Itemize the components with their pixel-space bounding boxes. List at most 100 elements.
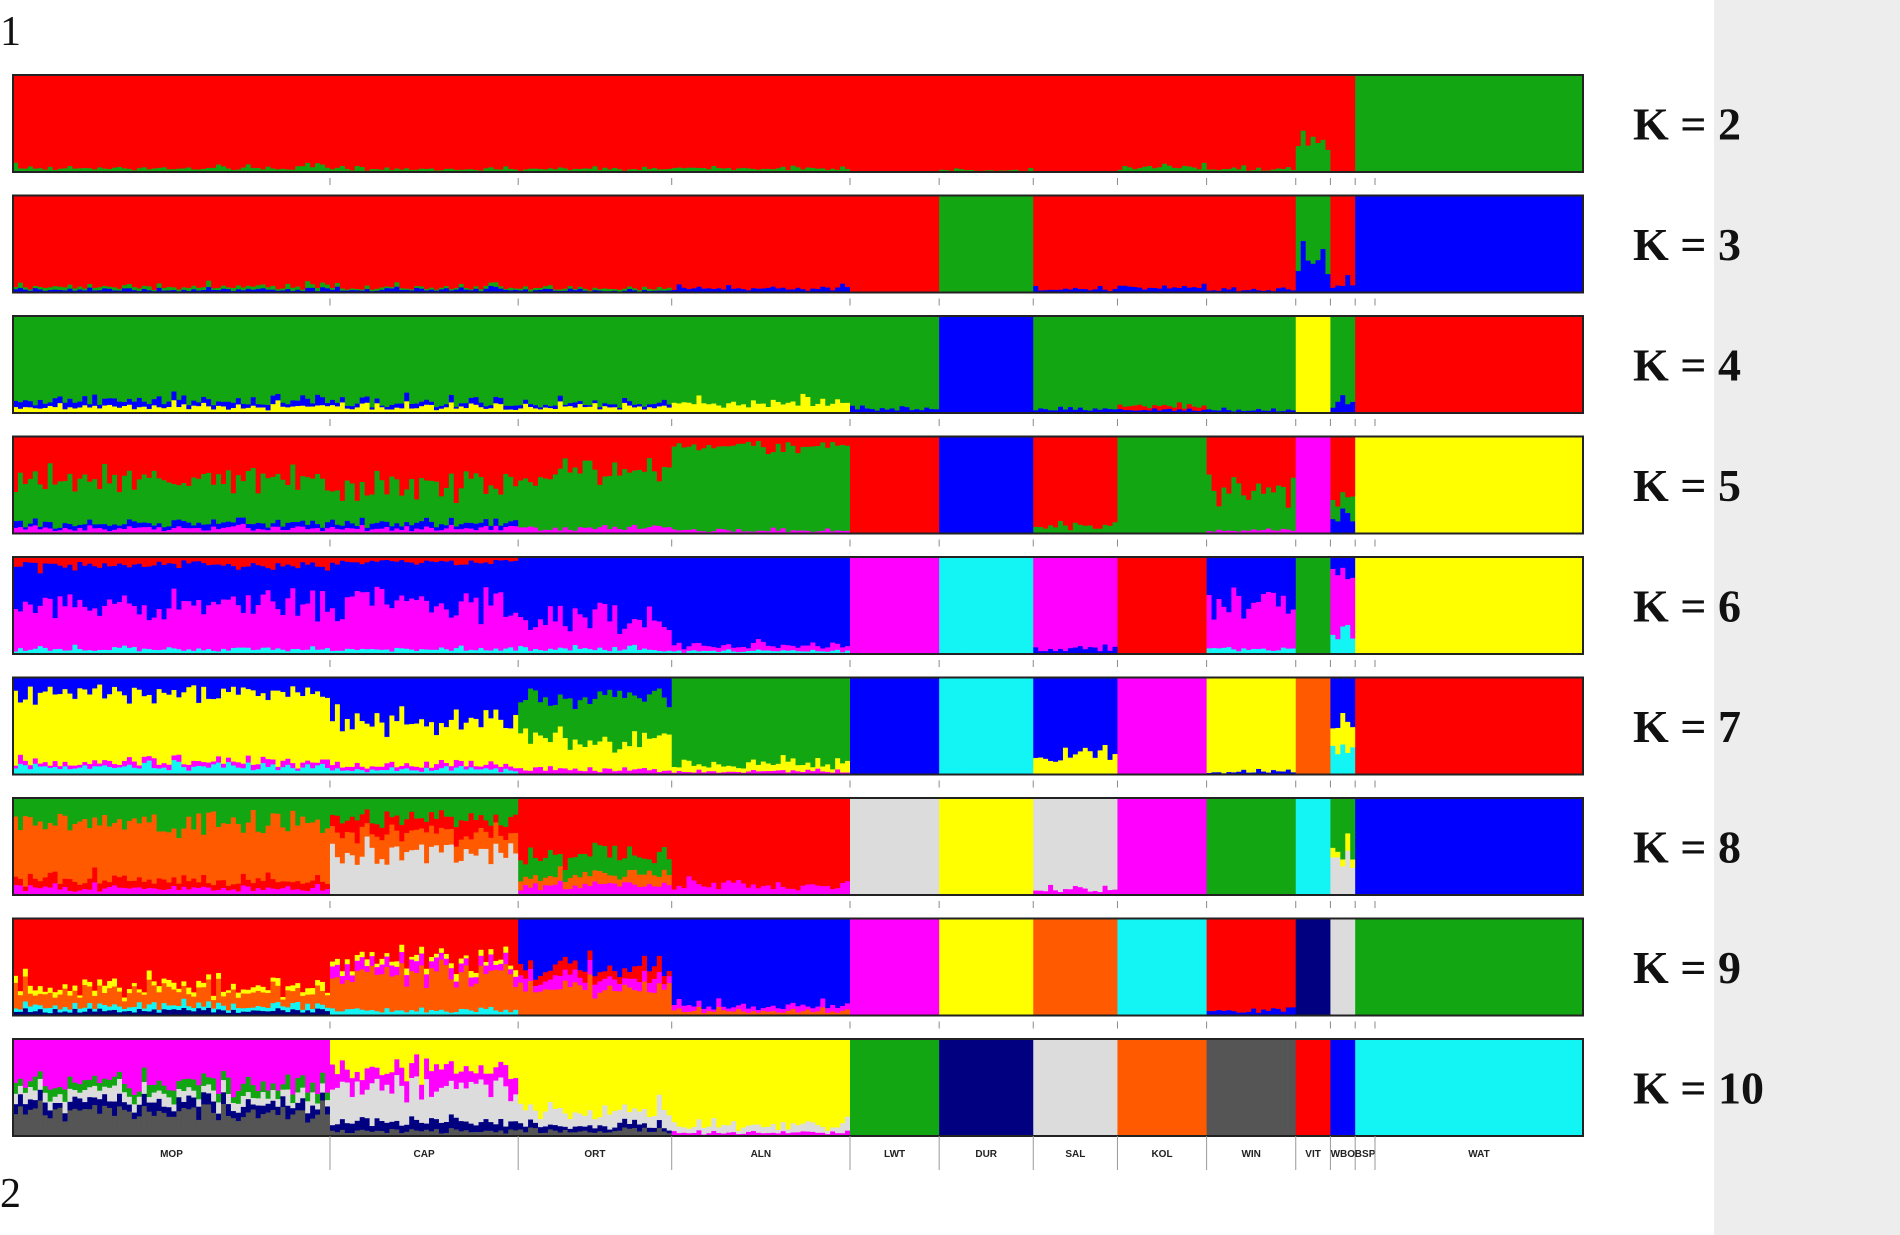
ancestry-segment [998,195,1005,293]
ancestry-segment [518,405,524,409]
ancestry-segment [235,569,242,606]
ancestry-segment [1107,557,1114,652]
ancestry-segment [1345,404,1351,414]
ancestry-segment [820,651,826,655]
ancestry-segment [552,770,559,775]
ancestry-segment [1513,75,1520,173]
ancestry-segment [22,816,29,887]
ancestry-segment [805,436,811,448]
ancestry-segment [443,288,450,293]
ancestry-segment [394,557,400,563]
ancestry-segment [1191,287,1198,293]
ancestry-segment [537,316,544,408]
ancestry-segment [121,829,128,876]
ancestry-segment [1241,316,1247,412]
ancestry-segment [240,75,247,168]
ancestry-segment [13,287,19,290]
ancestry-segment [1147,195,1153,289]
ancestry-segment [181,677,187,693]
ancestry-segment [1013,436,1019,534]
ancestry-segment [87,525,93,534]
ancestry-segment [339,838,346,864]
ancestry-segment [275,526,282,534]
ancestry-segment [547,798,554,851]
ancestry-segment [523,677,529,701]
ancestry-segment [62,287,69,291]
ancestry-segment [389,530,395,534]
ancestry-segment [473,286,480,290]
ancestry-segment [592,436,599,471]
ancestry-segment [1513,316,1520,414]
ancestry-segment [245,822,252,881]
ancestry-segment [320,763,326,775]
ancestry-segment [1251,602,1257,650]
ancestry-segment [47,405,54,414]
ancestry-segment [1058,760,1064,775]
ancestry-segment [1236,595,1242,652]
ancestry-segment [1072,754,1079,775]
ancestry-segment [1508,75,1515,173]
ancestry-segment [32,195,39,287]
ancestry-segment [424,480,430,519]
ancestry-segment [567,288,574,293]
ancestry-segment [1295,271,1302,293]
ancestry-segment [334,677,341,705]
ancestry-segment [1221,316,1227,408]
ancestry-segment [1379,75,1386,173]
ancestry-segment [305,557,311,565]
ancestry-segment [1285,316,1292,410]
ancestry-segment [478,316,485,403]
ancestry-segment [1266,195,1272,291]
ancestry-segment [1493,195,1500,293]
ancestry-segment [513,288,519,291]
ancestry-segment [537,289,544,293]
ancestry-segment [52,436,59,485]
ancestry-segment [458,75,465,171]
ancestry-segment [775,288,782,293]
ancestry-segment [235,517,242,526]
ancestry-segment [840,75,846,167]
ancestry-segment [627,289,633,293]
ancestry-segment [389,409,395,414]
ancestry-segment [438,195,445,289]
ancestry-segment [1013,557,1019,655]
ancestry-segment [542,677,549,698]
ancestry-segment [711,403,717,414]
ancestry-segment [419,288,425,293]
ancestry-segment [547,530,554,534]
ancestry-segment [681,447,688,531]
ancestry-segment [67,166,74,173]
ancestry-segment [136,651,143,655]
ancestry-segment [562,738,569,769]
ancestry-segment [141,566,148,606]
ancestry-segment [1132,195,1138,288]
ancestry-segment [473,650,480,655]
ancestry-segment [493,169,499,173]
ancestry-segment [136,765,143,769]
ancestry-segment [230,287,237,292]
ancestry-segment [161,763,168,768]
ancestry-segment [270,557,277,571]
ancestry-segment [216,698,222,757]
ancestry-segment [518,890,524,896]
ancestry-segment [181,289,187,293]
ancestry-segment [181,692,187,765]
ancestry-segment [453,195,460,289]
ancestry-segment [726,167,732,173]
ancestry-segment [1414,677,1421,775]
ancestry-segment [666,707,673,735]
ancestry-segment [1518,677,1525,775]
ancestry-segment [1077,436,1084,526]
ancestry-segment [750,557,757,644]
ancestry-segment [1256,483,1262,531]
ancestry-segment [429,612,435,651]
ancestry-segment [746,436,752,443]
ancestry-segment [602,736,608,769]
ancestry-segment [171,316,178,392]
ancestry-segment [557,316,564,397]
ancestry-segment [637,469,643,530]
ancestry-segment [676,167,683,173]
ancestry-segment [186,798,192,817]
ancestry-segment [201,396,207,404]
ancestry-segment [1067,289,1074,293]
